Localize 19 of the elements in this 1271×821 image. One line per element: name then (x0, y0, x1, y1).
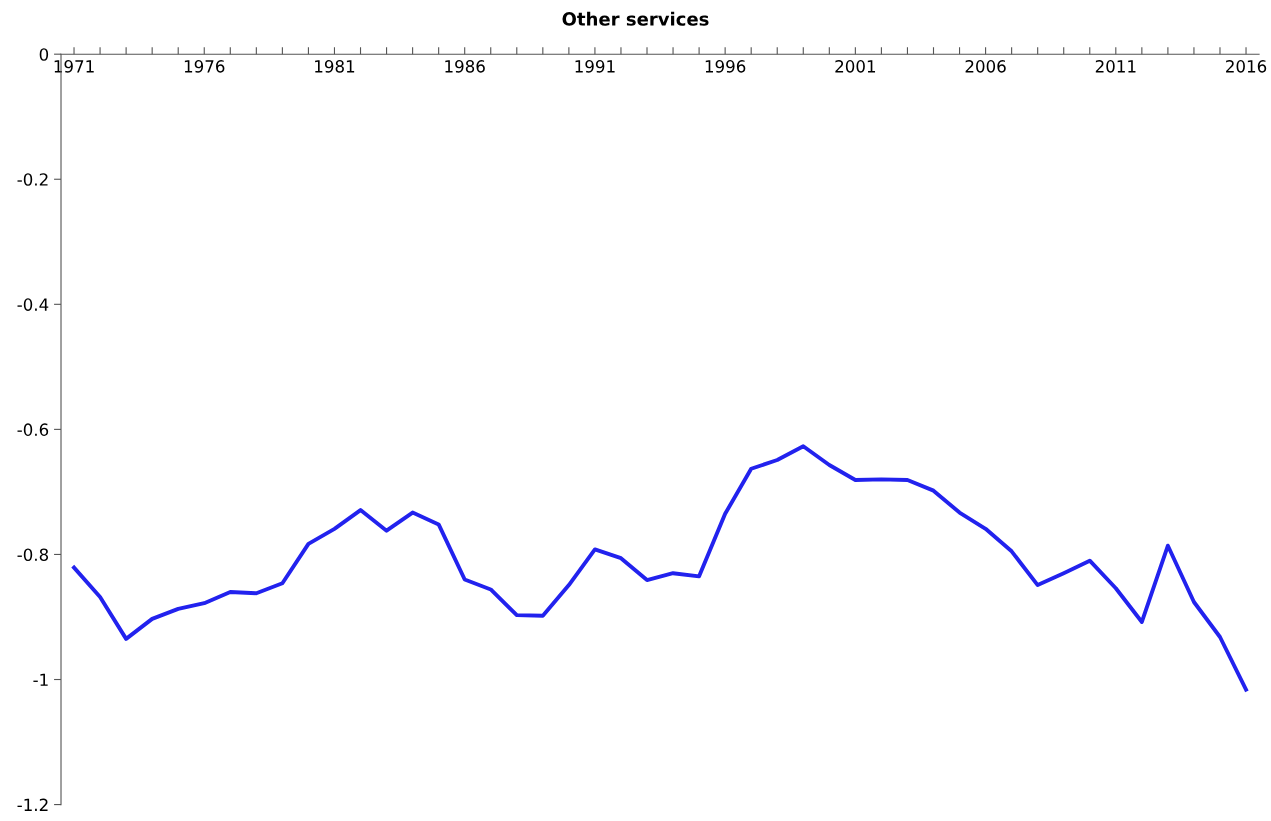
x-tick-label: 2006 (965, 60, 1006, 73)
chart-title: Other services (562, 11, 709, 26)
y-tick-label: -0.2 (17, 173, 48, 186)
x-tick-label: 1991 (575, 60, 615, 73)
x-tick-label: 1981 (315, 60, 355, 73)
y-tick-label: -0.4 (17, 298, 49, 311)
y-tick-label: 0 (39, 48, 49, 61)
y-tick-label: -1.2 (17, 798, 48, 811)
line-series (72, 444, 1248, 692)
y-tick-label: -1 (33, 673, 48, 686)
x-tick-label: 1971 (54, 60, 94, 73)
x-tick-label: 1996 (705, 60, 746, 73)
x-tick-label: 1986 (445, 60, 485, 73)
x-tick-label: 1976 (184, 60, 225, 73)
x-tick-label: 2001 (835, 60, 876, 73)
x-tick-label: 2011 (1095, 60, 1136, 73)
x-tick-label: 2016 (1226, 60, 1267, 73)
y-tick-label: -0.6 (17, 423, 49, 436)
y-tick-label: -0.8 (17, 548, 49, 562)
